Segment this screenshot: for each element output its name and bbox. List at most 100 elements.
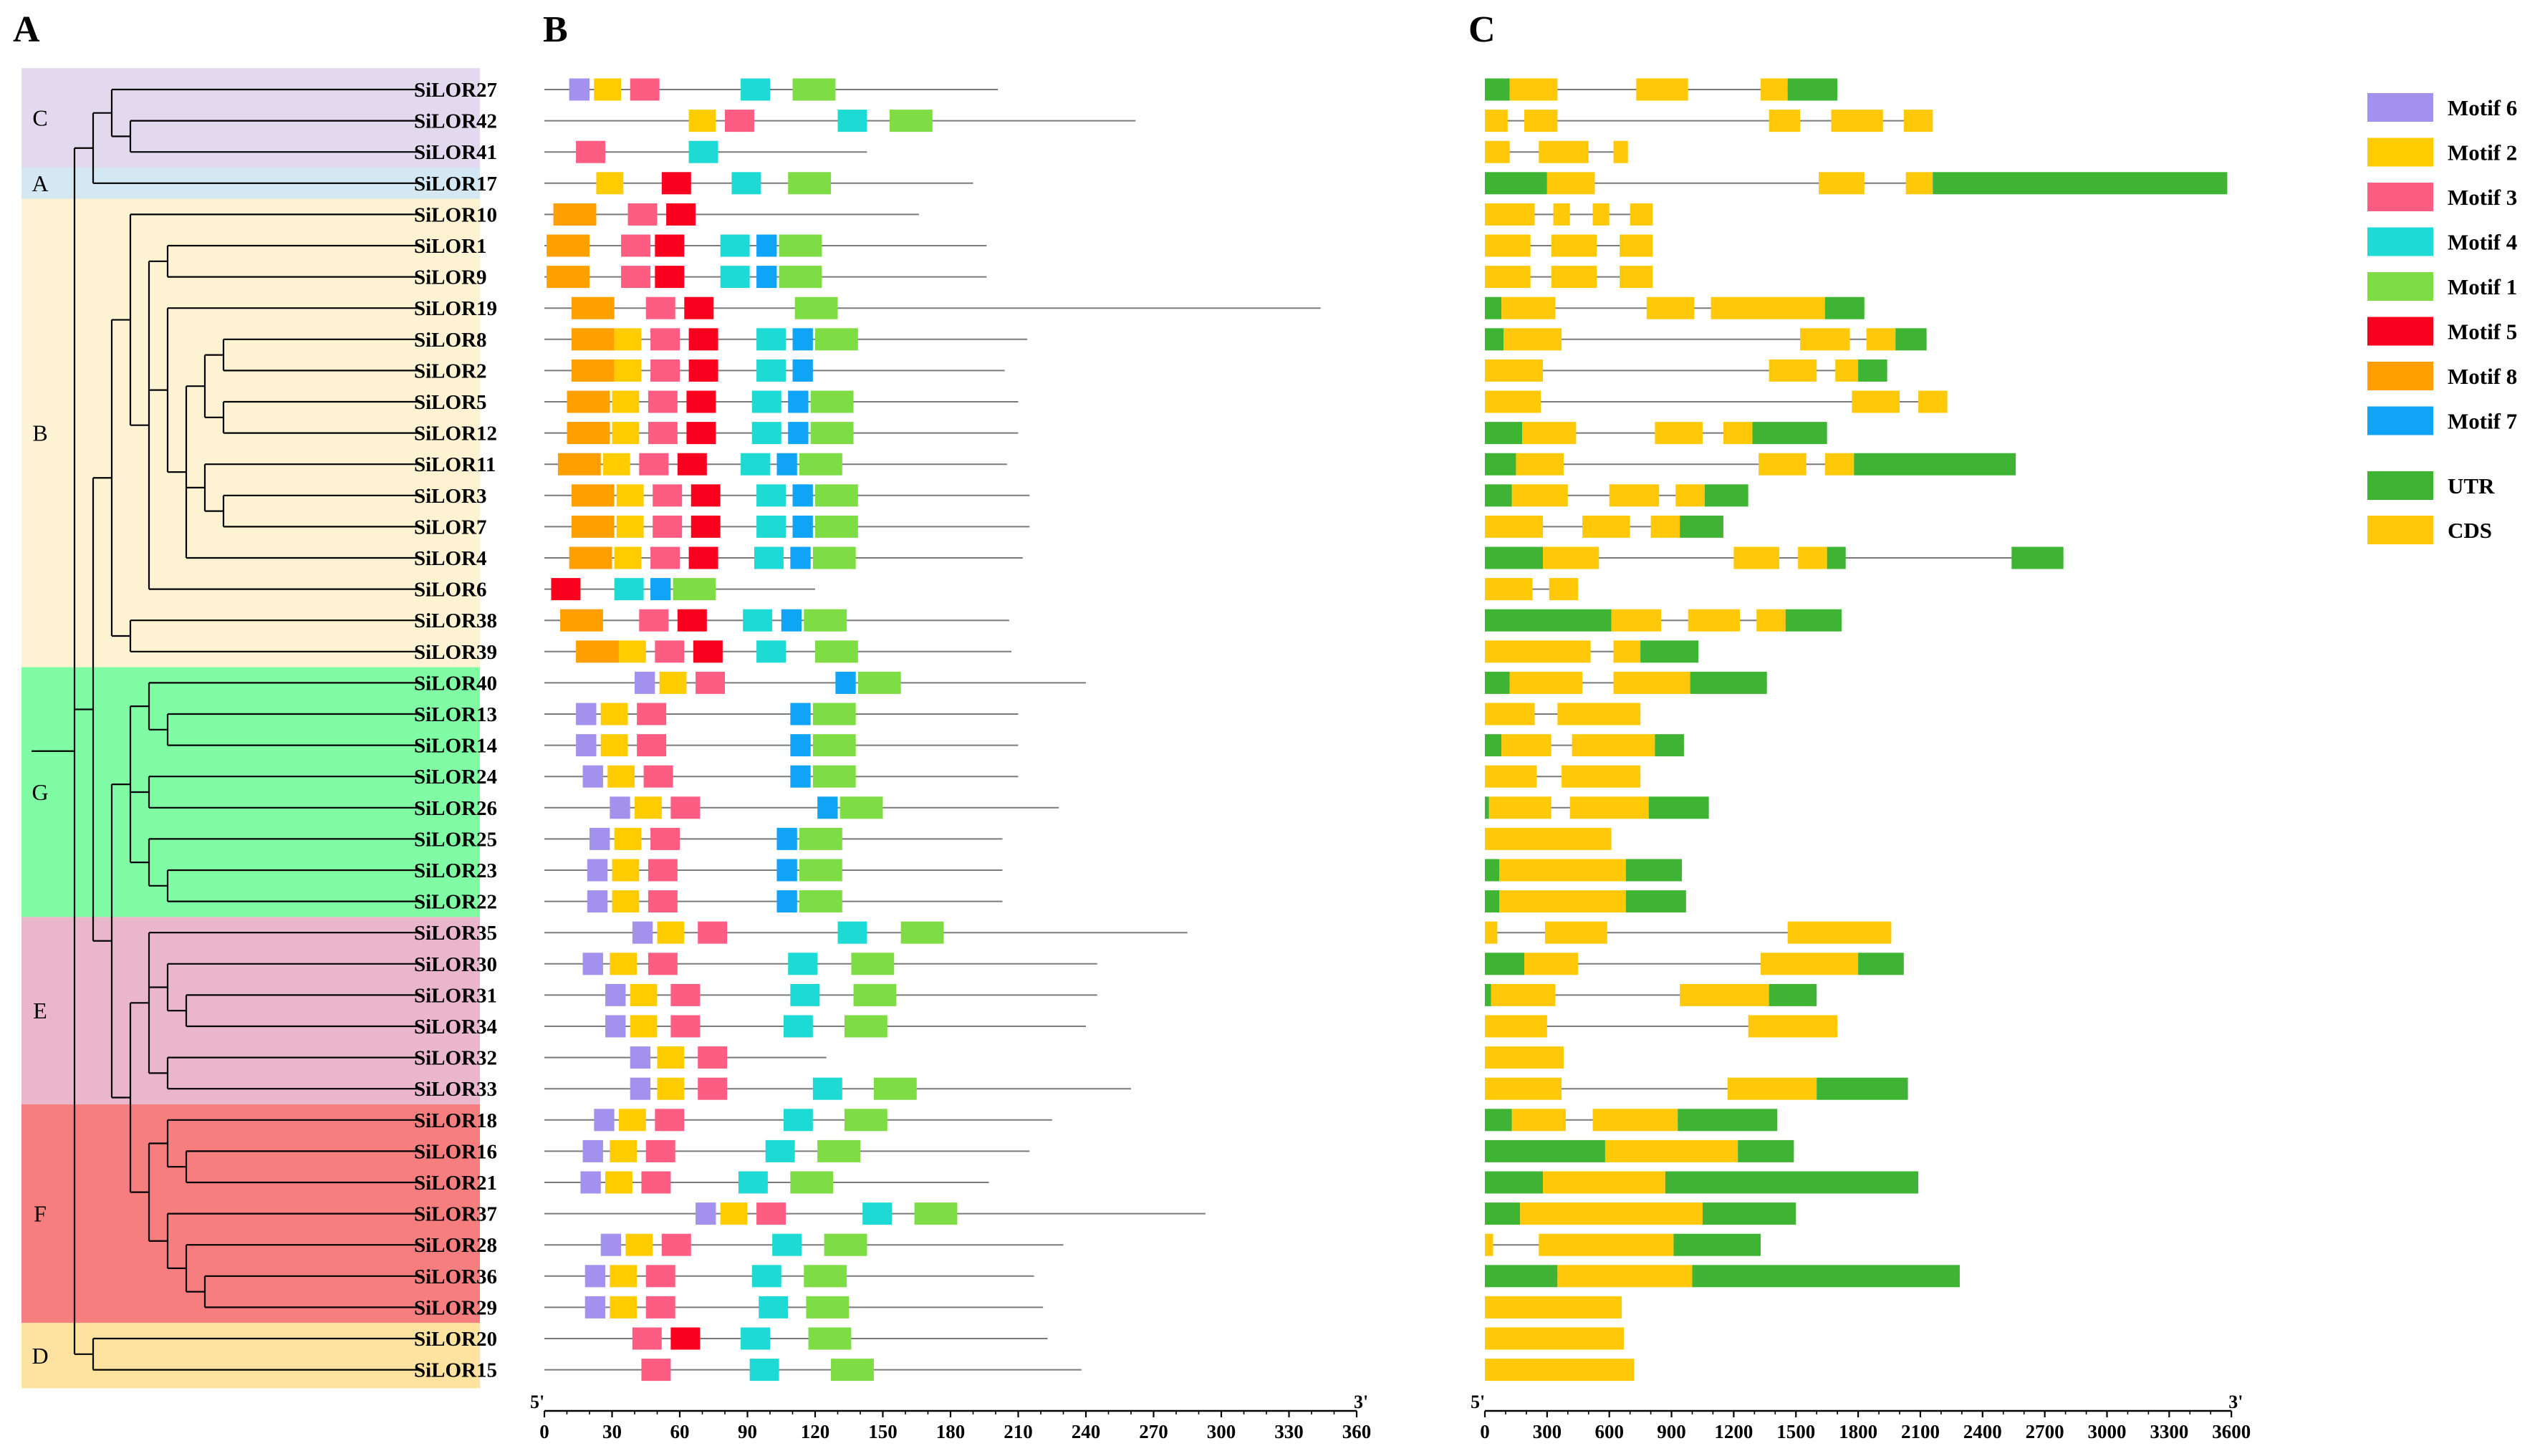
motif-box-motif-2: [596, 172, 624, 195]
utr-block: [1704, 484, 1748, 507]
cds-block: [1485, 1233, 1493, 1256]
clade-label-b: B: [32, 420, 47, 446]
utr-block: [1485, 890, 1500, 913]
cds-block: [1485, 827, 1612, 850]
cds-block: [1485, 110, 1508, 132]
motif-box-motif-3: [576, 140, 606, 163]
motif-box-motif-5: [677, 453, 707, 476]
motif-box-motif-6: [696, 1202, 716, 1225]
cds-block: [1572, 734, 1655, 757]
motif-box-motif-3: [670, 1015, 701, 1038]
motif-tick-label: 330: [1274, 1421, 1304, 1442]
utr-block: [1485, 296, 1502, 319]
motif-box-motif-4: [731, 172, 761, 195]
cds-block: [1485, 203, 1535, 226]
cds-block: [1582, 515, 1630, 538]
motif-box-motif-7: [835, 671, 856, 694]
utr-block: [1625, 890, 1686, 913]
gene-label-silor7: SiLOR7: [414, 516, 487, 539]
motif-box-motif-2: [618, 640, 646, 663]
motif-box-motif-2: [610, 1265, 638, 1288]
structure-tick-label: 3600: [2212, 1421, 2251, 1442]
motif-box-motif-1: [889, 110, 933, 132]
motif-box-motif-7: [817, 796, 838, 819]
utr-block: [1485, 1265, 1558, 1288]
gene-label-silor13: SiLOR13: [414, 703, 497, 726]
utr-block: [1785, 609, 1842, 632]
motif-box-motif-1: [815, 328, 858, 351]
motif-box-motif-4: [756, 515, 786, 538]
motif-box-motif-1: [799, 453, 842, 476]
motif-box-motif-7: [781, 609, 802, 632]
utr-block: [1485, 734, 1502, 757]
gene-label-silor32: SiLOR32: [414, 1047, 497, 1070]
motif-box-motif-3: [653, 484, 683, 507]
motif-box-motif-2: [605, 1171, 632, 1194]
utr-block: [1827, 546, 1846, 569]
motif-box-motif-1: [799, 859, 842, 882]
legend-swatch-motif-6: [2367, 93, 2433, 122]
motif-box-motif-8: [567, 390, 610, 413]
cds-block: [1557, 1265, 1693, 1288]
utr-block: [1665, 1171, 1919, 1194]
motif-box-motif-1: [914, 1202, 958, 1225]
motif-box-motif-2: [594, 78, 622, 101]
motif-box-motif-6: [582, 765, 603, 788]
motif-box-motif-1: [810, 422, 854, 445]
gene-label-silor28: SiLOR28: [414, 1234, 497, 1257]
legend-label-motif-6: Motif 6: [2448, 95, 2517, 120]
motif-box-motif-2: [610, 1296, 638, 1318]
cds-block: [1501, 734, 1551, 757]
motif-box-motif-6: [582, 953, 603, 975]
legend-swatch-motif-8: [2367, 362, 2433, 390]
motif-box-motif-1: [812, 765, 856, 788]
motif-box-motif-5: [688, 328, 718, 351]
motif-box-motif-8: [576, 640, 619, 663]
cds-block: [1549, 578, 1579, 601]
motif-box-motif-1: [815, 640, 858, 663]
cds-block: [1819, 172, 1865, 195]
cds-block: [1485, 1077, 1562, 1100]
motif-box-motif-6: [605, 983, 626, 1006]
motif-box-motif-8: [571, 484, 615, 507]
motif-box-motif-1: [873, 1077, 917, 1100]
motif-box-motif-5: [686, 390, 716, 413]
motif-box-motif-5: [670, 1327, 701, 1350]
utr-block: [1485, 422, 1523, 445]
utr-block: [2011, 546, 2064, 569]
motif-box-motif-5: [691, 515, 721, 538]
cds-block: [1748, 1015, 1838, 1038]
cds-block: [1655, 422, 1703, 445]
motif-box-motif-8: [557, 453, 601, 476]
utr-block: [1824, 296, 1865, 319]
motif-box-motif-6: [635, 671, 655, 694]
motif-box-motif-7: [792, 484, 813, 507]
motif-box-motif-8: [567, 422, 610, 445]
legend-label-motif-7: Motif 7: [2448, 409, 2517, 434]
motif-axis: 0 30 60 90 120 150 180 210 240 270 300 330 360 5' 3': [530, 1392, 1371, 1442]
motif-box-motif-8: [553, 203, 597, 226]
utr-block: [1655, 734, 1684, 757]
utr-block: [1485, 172, 1547, 195]
cds-block: [1852, 390, 1900, 413]
motif-box-motif-6: [587, 859, 608, 882]
cds-block: [1630, 203, 1653, 226]
gene-label-silor3: SiLOR3: [414, 485, 487, 508]
utr-block: [1485, 1171, 1544, 1194]
cds-block: [1511, 484, 1568, 507]
cds-block: [1485, 765, 1537, 788]
cds-block: [1544, 921, 1607, 944]
utr-block: [1485, 484, 1512, 507]
cds-block: [1711, 296, 1825, 319]
motif-box-motif-1: [804, 1265, 847, 1288]
cds-block: [1539, 140, 1589, 163]
cds-block: [1646, 296, 1695, 319]
gene-label-silor2: SiLOR2: [414, 360, 487, 382]
motif-box-motif-1: [857, 671, 901, 694]
motif-box-motif-4: [741, 453, 770, 476]
motif-box-motif-6: [576, 703, 597, 725]
legend-swatch-motif-3: [2367, 183, 2433, 211]
motif-box-motif-4: [738, 1171, 768, 1194]
cds-block: [1918, 390, 1948, 413]
motif-box-motif-7: [792, 328, 813, 351]
